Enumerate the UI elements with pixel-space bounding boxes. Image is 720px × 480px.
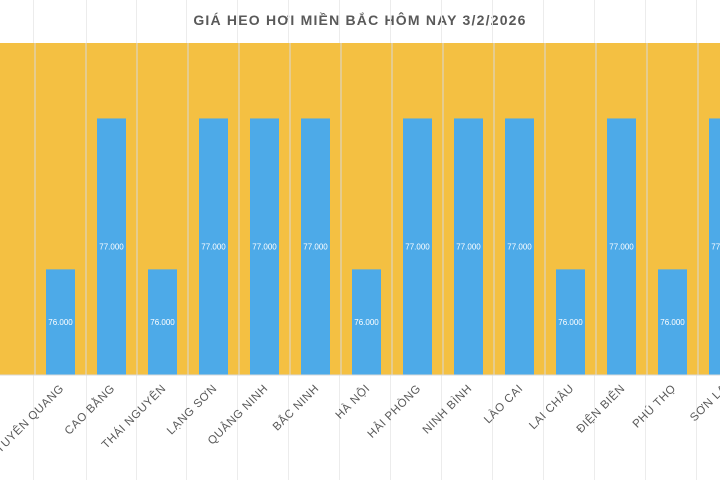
- chart-title-bar: GIÁ HEO HƠI MIỀN BẮC HÔM NAY 3/2/2026: [0, 0, 720, 40]
- x-tick-label: LẠNG SƠN: [165, 383, 220, 438]
- x-tick-label: LAI CHÂU: [527, 382, 577, 432]
- x-tick-label: BẮC NINH: [270, 382, 321, 433]
- data-label: 77.000: [201, 243, 226, 252]
- data-label: 76.000: [660, 318, 685, 327]
- x-tick-label: HẢI PHÒNG: [365, 382, 424, 441]
- data-label: 77.000: [303, 243, 328, 252]
- data-label: 76.000: [150, 318, 175, 327]
- bar: [709, 118, 720, 376]
- bar: [199, 118, 228, 376]
- data-label: 77.000: [456, 243, 481, 252]
- x-tick-label: HÀ NỘI: [333, 382, 373, 422]
- bar: [250, 118, 279, 376]
- x-tick-label: PHÚ THỌ: [630, 382, 679, 431]
- x-tick-label: TUYÊN QUANG: [0, 382, 67, 456]
- bar: [658, 269, 687, 375]
- bar: [97, 118, 126, 376]
- bar: [301, 118, 330, 376]
- data-label: 77.000: [507, 243, 532, 252]
- bar: [454, 118, 483, 376]
- x-tick-label: CAO BẰNG: [62, 382, 118, 438]
- bar: [46, 269, 75, 375]
- chart-title: GIÁ HEO HƠI MIỀN BẮC HÔM NAY 3/2/2026: [193, 12, 527, 28]
- x-tick-label: LÀO CAI: [481, 382, 525, 426]
- data-label: 76.000: [354, 318, 379, 327]
- x-tick-label: ĐIỆN BIÊN: [574, 382, 628, 436]
- data-label: 77.000: [609, 243, 634, 252]
- data-label: 77.000: [99, 243, 124, 252]
- bar: [403, 118, 432, 376]
- bar: [352, 269, 381, 375]
- bar: [148, 269, 177, 375]
- data-label: 76.000: [48, 318, 73, 327]
- bar: [556, 269, 585, 375]
- data-label: 77.000: [252, 243, 277, 252]
- data-label: 76.000: [558, 318, 583, 327]
- data-label: 77.000: [711, 243, 720, 252]
- bar: [505, 118, 534, 376]
- x-tick-label: SƠN LA: [688, 383, 720, 425]
- x-tick-label: NINH BÌNH: [420, 382, 475, 437]
- data-label: 77.000: [405, 243, 430, 252]
- bar: [607, 118, 636, 376]
